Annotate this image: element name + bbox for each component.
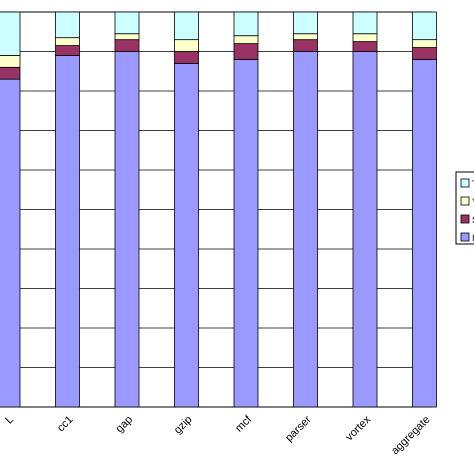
bar-segment [233,35,259,45]
bars [0,11,437,408]
legend-label: Y [472,197,474,207]
bar-segment [233,59,259,408]
bar-segment [352,41,378,52]
x-tick-label: cc1 [55,414,76,435]
legend-box [455,171,474,245]
bar-segment [412,59,437,408]
bar-segment [55,37,80,46]
bar-segment [293,51,318,408]
bar-segment [55,55,80,408]
bar-segment [174,11,199,41]
legend-label: S [472,215,474,225]
legend-swatch [460,196,470,206]
bar-segment [293,39,318,52]
bar-segment [233,11,259,37]
bar-segment [114,33,140,41]
bar-segment [55,11,80,39]
bar-segment [233,43,259,60]
x-tick-label: parser [283,413,314,444]
x-tick-label: gap [114,414,135,435]
x-tick-label: mcf [233,413,255,435]
bar-segment [0,78,21,408]
bar-segment [55,45,80,56]
x-tick-label: aggregate [389,414,433,458]
x-tick-label: gzip [172,414,195,437]
bar-segment [293,33,318,41]
bar-segment [174,51,199,64]
x-tick-label: L [3,414,16,427]
bar-segment [352,51,378,408]
bar-segment [0,55,21,68]
bar-segment [0,11,21,56]
bar-segment [0,66,21,80]
legend-label: T [472,179,474,189]
legend-swatch [460,178,470,188]
bar-segment [293,11,318,35]
bar-segment [412,39,437,48]
bar-segment [114,51,140,408]
x-tick-label: vortex [343,413,373,443]
bar-segment [412,11,437,41]
bar-segment [174,62,199,408]
legend-swatch [460,214,470,224]
legend-swatch [460,232,470,242]
legend-label: I [472,233,474,243]
bar-segment [352,33,378,43]
bar-segment [114,11,140,35]
bar-segment [352,11,378,35]
bar-segment [114,39,140,52]
bar-segment [412,47,437,60]
legend: TYSI [455,171,474,245]
bar-segment [174,39,199,52]
